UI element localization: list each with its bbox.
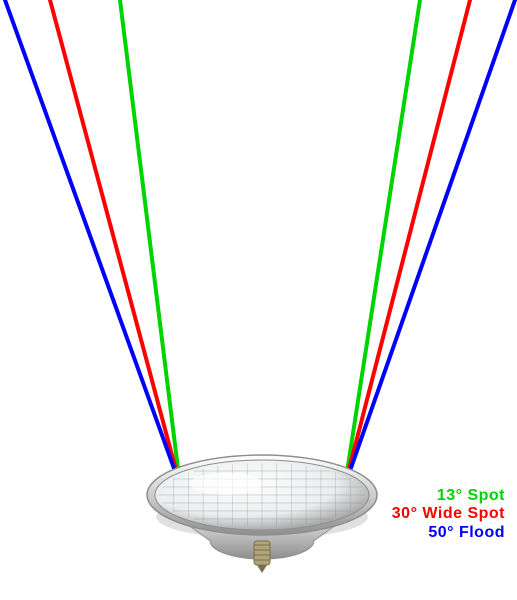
legend-wide-spot-label: 30° Wide Spot [392,505,505,522]
beam-lines [5,0,515,485]
beam-spot-left [120,0,180,485]
par-lamp [147,455,377,573]
beam-wide-spot-left [50,0,180,485]
legend-spot-label: 13° Spot [437,487,505,504]
legend-flood: 50° Flood [392,524,505,542]
legend: 13° Spot 30° Wide Spot 50° Flood [392,487,505,542]
beam-flood-left [5,0,180,485]
legend-flood-label: 50° Flood [428,524,505,541]
beam-flood-right [345,0,515,485]
legend-wide-spot: 30° Wide Spot [392,505,505,523]
legend-spot: 13° Spot [392,487,505,505]
